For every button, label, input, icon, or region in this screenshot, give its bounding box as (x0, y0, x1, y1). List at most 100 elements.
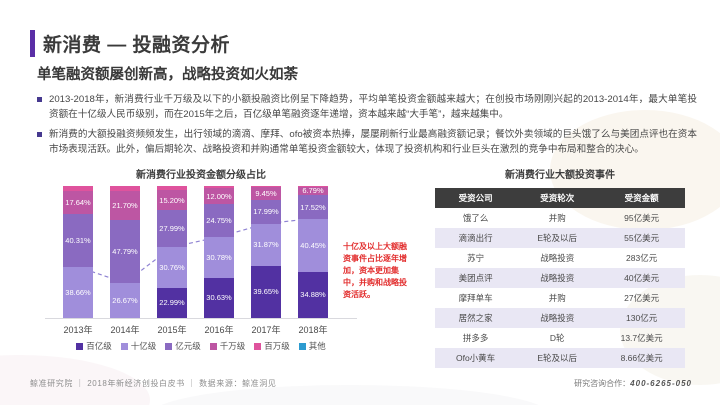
bullet-text: 新消费的大额投融资频频发生，出行领域的滴滴、摩拜、ofo被资本热捧，屡屡刷新行业… (49, 129, 697, 156)
legend-swatch-icon (76, 342, 84, 350)
bar-segment-百万级 (110, 186, 140, 192)
bar-segment-十亿级: 30.78% (204, 236, 234, 278)
bar-segment-百万级 (204, 186, 234, 189)
bullet-square-icon (37, 97, 42, 102)
bullet-item: 新消费的大额投融资频频发生，出行领域的滴滴、摩拜、ofo被资本热捧，屡屡刷新行业… (37, 127, 697, 157)
segment-value-label: 34.88% (300, 290, 326, 300)
x-axis-label: 2018年 (298, 325, 328, 335)
x-axis-line (45, 318, 357, 319)
bar-segment-亿元级: 17.99% (251, 199, 281, 224)
legend-item-十亿级: 十亿级 (120, 340, 156, 352)
segment-value-label: 30.78% (206, 252, 232, 262)
bar-segment-百亿级: 39.65% (251, 265, 281, 318)
bar-segment-十亿级: 30.76% (157, 247, 187, 288)
table-body: 饿了么 并购 95亿美元 滴滴出行 E轮及以后 55亿美元 苏宁 战略投资 283亿元 美团点评战… (435, 208, 685, 368)
table-row: 美团点评 战略投资 40亿美元 (435, 268, 685, 288)
bar-2015年: 22.99% 30.76% 27.99% 15.20% (157, 186, 187, 318)
bar-segment-千万级: 21.70% (110, 191, 140, 220)
table-cell: 27亿美元 (624, 293, 660, 303)
table-cell: 拼多多 (462, 333, 489, 343)
table-cell: 283亿元 (626, 253, 658, 263)
legend-swatch-icon (254, 342, 262, 350)
segment-value-label: 17.52% (300, 202, 326, 212)
page-header: 新消费 — 投融资分析 (30, 30, 230, 57)
bar-segment-亿元级: 47.79% (110, 219, 140, 283)
table-cell: Ofo小黄车 (435, 348, 517, 368)
segment-value-label: 40.45% (300, 240, 326, 250)
legend-item-百亿级: 百亿级 (76, 340, 112, 352)
segment-value-label: 27.99% (159, 224, 185, 234)
table-row: Ofo小黄车 E轮及以后 8.66亿美元 (435, 348, 685, 368)
bar-2016年: 30.63% 30.78% 24.75% 12.00% (204, 186, 234, 318)
chart-annotation: 十亿及以上大额融资事件占比逐年增加，资本更加集中，并购和战略投资活跃。 (343, 242, 407, 299)
table-row: 滴滴出行 E轮及以后 55亿美元 (435, 228, 685, 248)
bullet-text: 2013-2018年，新消费行业千万级及以下的小额投融资比例呈下降趋势，平均单笔… (49, 94, 697, 121)
legend-label: 亿元级 (175, 341, 201, 351)
bar-2013年: 38.66% 40.31% 17.64% (63, 186, 93, 318)
table-cell: 并购 (548, 213, 566, 223)
bar-2017年: 39.65% 31.87% 17.99% 9.45% (251, 186, 281, 318)
segment-value-label: 15.20% (159, 195, 185, 205)
footer-phone-number: 400-6265-050 (630, 379, 692, 388)
table-cell: 战略投资 (516, 268, 599, 288)
table-column-header: 受资公司 (435, 188, 517, 208)
bullet-square-icon (37, 132, 42, 138)
bullet-list: 2013-2018年，新消费行业千万级及以下的小额投融资比例呈下降趋势，平均单笔… (37, 92, 697, 163)
segment-value-label: 30.63% (206, 293, 232, 303)
title-accent-bar (30, 30, 35, 57)
table-row: 拼多多 D轮 13.7亿美元 (435, 328, 685, 348)
segment-value-label: 47.79% (112, 246, 138, 256)
table-cell: 战略投资 (516, 308, 599, 328)
x-axis-label: 2017年 (251, 325, 281, 335)
table-cell: 8.66亿美元 (598, 348, 685, 368)
bar-segment-亿元级: 24.75% (204, 204, 234, 237)
bar-2018年: 34.88% 40.45% 17.52% 6.79% (298, 186, 328, 318)
legend-swatch-icon (298, 342, 306, 350)
bar-segment-亿元级: 17.52% (298, 195, 328, 219)
table-cell: 95亿美元 (624, 213, 660, 223)
chart-legend: 百亿级 十亿级 亿元级 千万级 百万级 其他 (45, 340, 357, 352)
legend-item-其他: 其他 (298, 340, 326, 352)
table-row: 居然之家 战略投资 130亿元 (435, 308, 685, 328)
table-cell: E轮及以后 (516, 228, 599, 248)
bar-segment-十亿级: 40.45% (298, 218, 328, 272)
segment-value-label: 40.31% (65, 235, 91, 245)
x-axis-label: 2015年 (157, 325, 187, 335)
table-cell: 摩拜单车 (458, 293, 493, 303)
table-header: 受资公司 受资轮次 受资金额 (435, 188, 685, 208)
bullet-item: 2013-2018年，新消费行业千万级及以下的小额投融资比例呈下降趋势，平均单笔… (37, 92, 697, 122)
table-column-header: 受资轮次 (516, 188, 599, 208)
bar-segment-千万级: 15.20% (157, 190, 187, 211)
table-row: 摩拜单车 并购 27亿美元 (435, 288, 685, 308)
bar-segment-亿元级: 27.99% (157, 210, 187, 248)
page-title: 新消费 — 投融资分析 (43, 35, 231, 56)
investment-events-table: 新消费行业大额投资事件 受资公司 受资轮次 受资金额 饿了么 并购 95亿美元 滴滴出行 E… (435, 166, 685, 368)
table-title: 新消费行业大额投资事件 (505, 170, 615, 181)
legend-item-千万级: 千万级 (209, 340, 245, 352)
bar-segment-百亿级: 34.88% (298, 271, 328, 318)
legend-swatch-icon (209, 342, 217, 350)
segment-value-label: 21.70% (112, 200, 138, 210)
segment-value-label: 39.65% (253, 287, 279, 297)
legend-item-亿元级: 亿元级 (165, 340, 201, 352)
table-cell: 130亿元 (598, 308, 685, 328)
x-axis-label: 2014年 (110, 325, 140, 335)
bar-segment-亿元级: 40.31% (63, 213, 93, 267)
legend-label: 百万级 (264, 341, 290, 351)
stacked-bar-chart: 新消费行业投资金额分级占比 38.66% 40.31% 17.64% 26.67% 47… (45, 166, 357, 358)
table-row: 苏宁 战略投资 283亿元 (435, 248, 685, 268)
x-axis-label: 2016年 (204, 325, 234, 335)
table-column-header: 受资金额 (598, 188, 685, 208)
legend-label: 百亿级 (86, 341, 112, 351)
legend-swatch-icon (120, 342, 128, 350)
segment-value-label: 12.00% (206, 191, 232, 201)
bar-segment-十亿级: 38.66% (63, 266, 93, 318)
bar-segment-千万级: 9.45% (251, 187, 281, 200)
bar-segment-十亿级: 26.67% (110, 282, 140, 318)
table-header-row: 受资公司 受资轮次 受资金额 (435, 188, 685, 208)
table-cell: 美团点评 (435, 268, 517, 288)
table-cell: 40亿美元 (598, 268, 685, 288)
chart-plot: 38.66% 40.31% 17.64% 26.67% 47.79% 21.70% 22.9… (45, 186, 357, 318)
table-cell: 13.7亿美元 (620, 333, 663, 343)
